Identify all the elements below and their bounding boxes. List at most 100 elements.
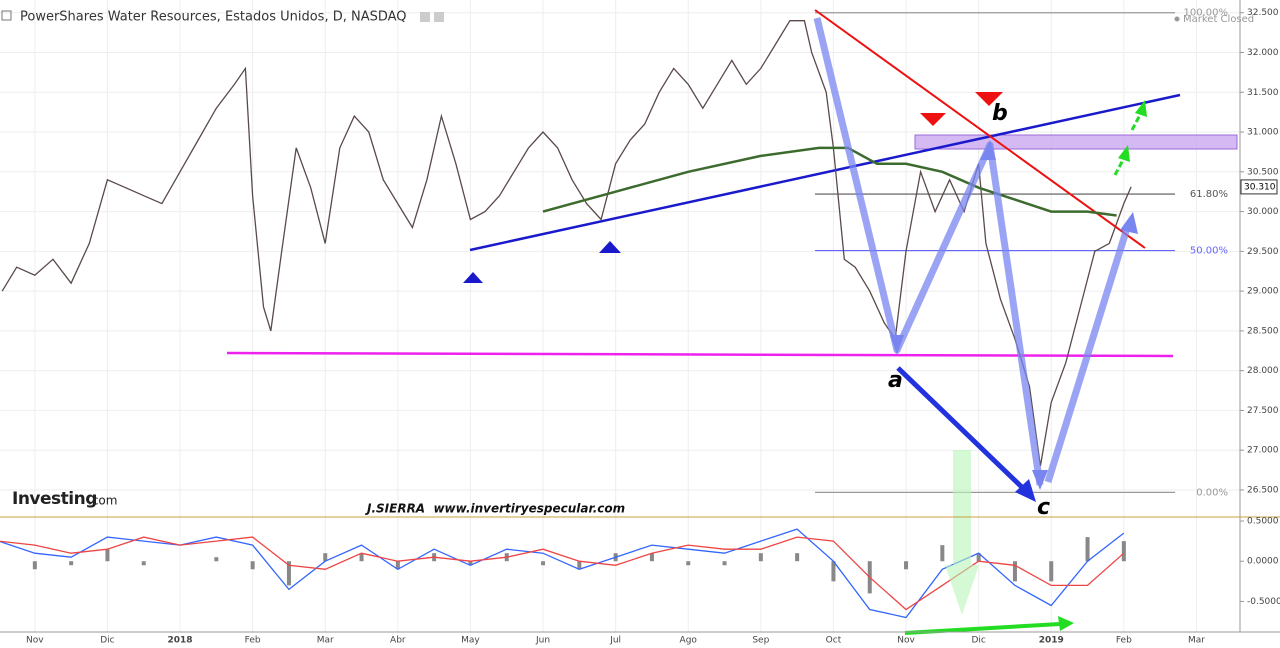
fib-label: 61.80% [1190, 189, 1228, 200]
macd-arrow [953, 450, 971, 565]
arrow-head [1135, 100, 1147, 117]
x-tick-label: Mar [1188, 636, 1205, 646]
resistance-zone [914, 134, 1238, 150]
wave-arrows [813, 17, 1132, 486]
histogram-bar [1049, 561, 1054, 582]
series-line [1, 20, 1132, 467]
y-tick-label: 28.000 [1247, 366, 1279, 376]
x-tick-label: Dic [971, 636, 985, 646]
status-dot [1174, 16, 1180, 22]
fib-label: 0.00% [1196, 487, 1228, 498]
support-line [226, 351, 1174, 358]
x-tick-label: Feb [1116, 636, 1132, 646]
triangle-down [920, 113, 946, 126]
histogram-bar [649, 553, 654, 562]
y-tick-label: 30.500 [1247, 167, 1279, 177]
y-tick-label: 27.500 [1247, 406, 1279, 416]
x-tick-label: Dic [100, 636, 114, 646]
settings-icon[interactable] [420, 12, 430, 22]
x-tick-label: Mar [317, 636, 334, 646]
histogram-bar [214, 557, 219, 562]
chart-title: PowerShares Water Resources, Estados Uni… [20, 10, 407, 25]
histogram-bar [1012, 561, 1017, 582]
series-line [0, 528, 1125, 619]
histogram-bar [250, 561, 255, 570]
triangle-down [975, 92, 1003, 106]
histogram-bar [359, 553, 364, 562]
histogram-bar [940, 545, 945, 562]
triangle-up [599, 241, 621, 253]
trend-line [469, 93, 1181, 252]
collapse-icon[interactable] [1, 10, 12, 21]
a-c-arrow [896, 366, 1030, 495]
histogram-bar [468, 561, 473, 566]
histogram-bar [32, 561, 37, 570]
brand: Investing [12, 489, 97, 509]
histogram-bar [541, 561, 546, 566]
x-tick-label: Ago [680, 636, 698, 646]
arrow-head [1032, 470, 1048, 490]
y2-tick-label: -0.5000 [1247, 597, 1280, 607]
arrow-head [980, 140, 996, 160]
histogram-bar [69, 561, 74, 566]
histogram-bar [758, 553, 763, 562]
histogram-bar [323, 553, 328, 562]
wave-label: a [888, 368, 903, 393]
last-price-label: 30.310 [1244, 182, 1276, 192]
x-tick-label: Nov [897, 636, 915, 646]
x-tick-label: Feb [245, 636, 261, 646]
wave-path [813, 17, 1044, 486]
x-tick-label: Sep [752, 636, 769, 646]
y-tick-label: 27.000 [1247, 446, 1279, 456]
y2-tick-label: 0.0000 [1247, 557, 1279, 567]
y-tick-label: 28.500 [1247, 326, 1279, 336]
y2-tick-label: 0.5000 [1247, 517, 1279, 527]
histogram-bar [795, 553, 800, 562]
histogram-bar [286, 561, 291, 586]
y-tick-label: 26.500 [1247, 485, 1279, 495]
fib-label: 100.00% [1184, 8, 1229, 19]
y-tick-label: 31.000 [1247, 128, 1279, 138]
x-tick-label: 2019 [1039, 636, 1064, 646]
x-tick-label: Nov [26, 636, 44, 646]
arrow-head [1118, 145, 1130, 162]
arrow-head [890, 335, 904, 355]
x-tick-label: Abr [390, 636, 406, 646]
triangle-up [463, 272, 483, 283]
x-tick-label: Oct [826, 636, 842, 646]
histogram-bar [831, 561, 836, 582]
histogram-bar [686, 561, 691, 566]
histogram-bar [1085, 537, 1090, 562]
wave-up [1044, 223, 1132, 484]
down-trend-line [814, 9, 1146, 249]
histogram-bar [141, 561, 146, 566]
histogram-bar [1121, 541, 1126, 562]
histogram-bar [577, 561, 582, 570]
x-tick-label: May [461, 636, 480, 646]
green-arrow [1130, 112, 1143, 131]
histogram-bar [904, 561, 909, 570]
y-tick-label: 29.000 [1247, 287, 1279, 297]
market-status: Market Closed [1183, 14, 1254, 25]
x-tick-label: Jun [535, 636, 550, 646]
green-arrow [1113, 157, 1126, 176]
y-tick-label: 32.500 [1247, 8, 1279, 18]
settings-icon[interactable] [434, 12, 444, 22]
wave-label: b [992, 101, 1008, 126]
y-tick-label: 30.000 [1247, 207, 1279, 217]
series-line [542, 146, 1117, 217]
wave-label: c [1037, 495, 1050, 520]
y-tick-label: 31.500 [1247, 88, 1279, 98]
brand-suffix: .com [88, 494, 117, 508]
arrow-head [1120, 212, 1138, 234]
x-tick-label: Jul [609, 636, 621, 646]
histogram-bar [105, 549, 110, 562]
histogram-bar [395, 561, 400, 570]
plot-area [0, 20, 1132, 619]
macd-arrow-head [945, 565, 979, 615]
signature: J.SIERRA www.invertiryespecular.com [365, 502, 625, 516]
histogram-bar [722, 561, 727, 566]
x-tick-label: 2018 [168, 636, 193, 646]
